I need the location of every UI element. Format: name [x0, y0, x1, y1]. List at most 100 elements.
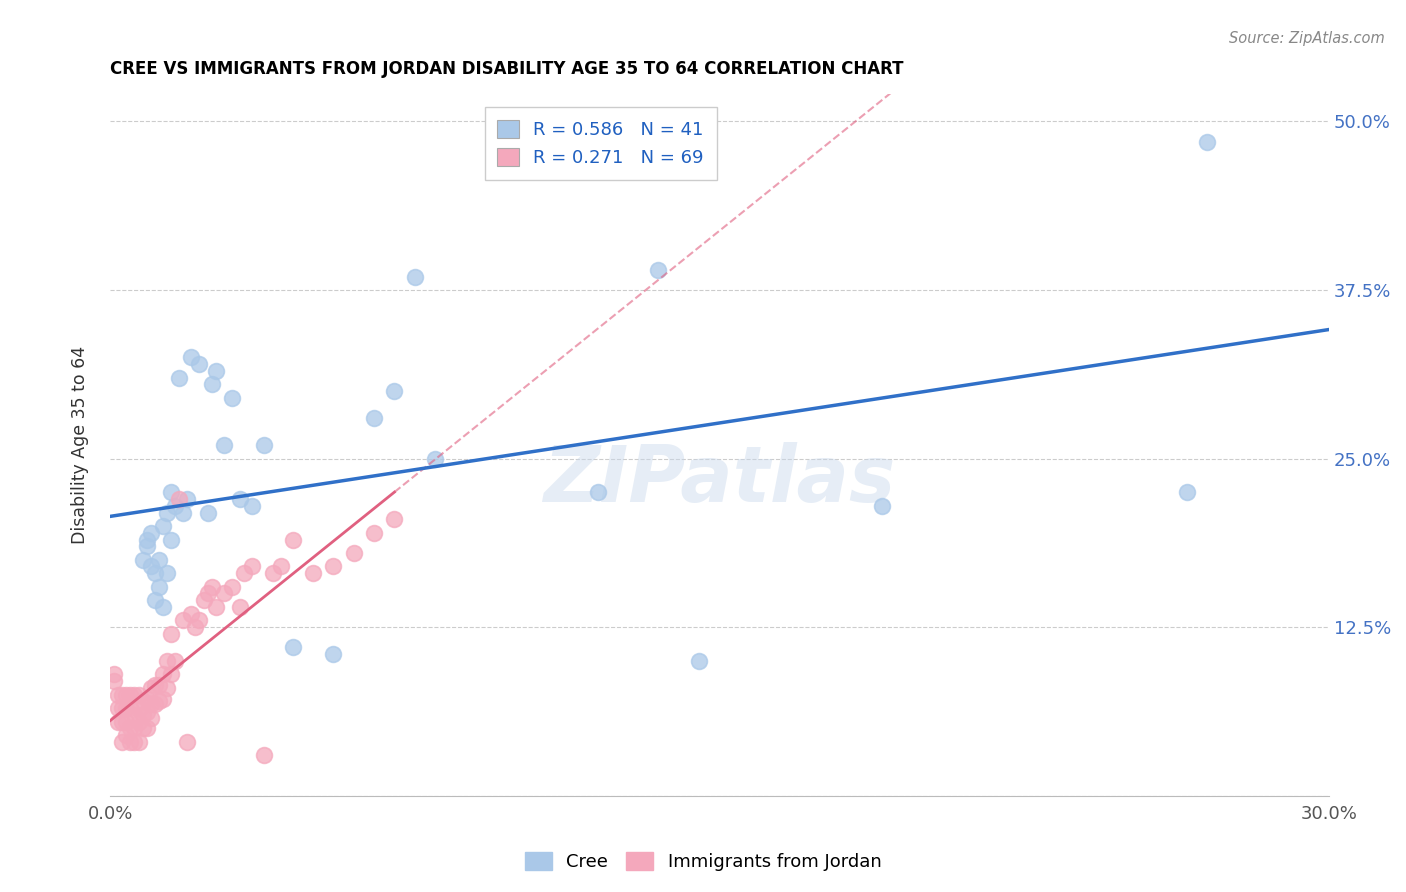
Legend: R = 0.586   N = 41, R = 0.271   N = 69: R = 0.586 N = 41, R = 0.271 N = 69 [485, 107, 717, 180]
Point [115, 714, 138, 729]
Point [233, 566, 256, 581]
Point [131, 722, 153, 736]
Point [221, 391, 243, 405]
Point [135, 705, 157, 719]
Point [143, 678, 166, 692]
Point [384, 512, 406, 526]
Text: CREE VS IMMIGRANTS FROM JORDAN DISABILITY AGE 35 TO 64 CORRELATION CHART: CREE VS IMMIGRANTS FROM JORDAN DISABILIT… [110, 60, 904, 78]
Point [212, 586, 235, 600]
Point [152, 667, 174, 681]
Point [152, 691, 174, 706]
Point [184, 620, 207, 634]
Point [221, 580, 243, 594]
Point [139, 697, 162, 711]
Point [270, 559, 292, 574]
Point [423, 451, 446, 466]
Point [148, 580, 170, 594]
Point [131, 694, 153, 708]
Y-axis label: Disability Age 35 to 64: Disability Age 35 to 64 [72, 346, 89, 544]
Point [124, 688, 146, 702]
Point [197, 506, 219, 520]
Point [384, 384, 406, 399]
Point [156, 566, 179, 581]
Point [322, 647, 344, 661]
Point [160, 667, 183, 681]
Point [124, 707, 146, 722]
Point [281, 533, 304, 547]
Point [139, 559, 162, 574]
Point [128, 714, 150, 729]
Point [152, 519, 174, 533]
Point [302, 566, 325, 581]
Point [160, 485, 183, 500]
Point [172, 506, 194, 520]
Point [143, 697, 166, 711]
Point [1175, 485, 1198, 500]
Point [115, 728, 138, 742]
Point [107, 714, 129, 729]
Point [180, 351, 202, 365]
Point [167, 370, 190, 384]
Point [165, 499, 187, 513]
Point [124, 722, 146, 736]
Point [135, 722, 157, 736]
Point [115, 701, 138, 715]
Point [160, 627, 183, 641]
Point [107, 701, 129, 715]
Point [120, 735, 142, 749]
Point [201, 377, 224, 392]
Point [115, 688, 138, 702]
Point [204, 599, 226, 614]
Legend: Cree, Immigrants from Jordan: Cree, Immigrants from Jordan [517, 845, 889, 879]
Point [120, 722, 142, 736]
Point [124, 735, 146, 749]
Point [148, 694, 170, 708]
Point [647, 262, 669, 277]
Point [156, 681, 179, 695]
Point [253, 748, 276, 763]
Point [188, 357, 211, 371]
Point [229, 491, 252, 506]
Point [201, 580, 224, 594]
Point [139, 525, 162, 540]
Point [103, 674, 125, 689]
Point [688, 654, 710, 668]
Text: Source: ZipAtlas.com: Source: ZipAtlas.com [1229, 31, 1385, 46]
Point [262, 566, 284, 581]
Point [135, 539, 157, 553]
Text: ZIPatlas: ZIPatlas [543, 442, 896, 518]
Point [165, 654, 187, 668]
Point [180, 607, 202, 621]
Point [135, 691, 157, 706]
Point [143, 593, 166, 607]
Point [240, 559, 263, 574]
Point [212, 438, 235, 452]
Point [143, 566, 166, 581]
Point [156, 654, 179, 668]
Point [111, 735, 134, 749]
Point [139, 710, 162, 724]
Point [120, 701, 142, 715]
Point [152, 599, 174, 614]
Point [148, 553, 170, 567]
Point [363, 525, 385, 540]
Point [111, 688, 134, 702]
Point [253, 438, 276, 452]
Point [240, 499, 263, 513]
Point [870, 499, 893, 513]
Point [131, 553, 153, 567]
Point [176, 491, 198, 506]
Point [111, 701, 134, 715]
Point [156, 506, 179, 520]
Point [204, 364, 226, 378]
Point [107, 688, 129, 702]
Point [120, 688, 142, 702]
Point [160, 533, 183, 547]
Point [188, 614, 211, 628]
Point [197, 586, 219, 600]
Point [128, 688, 150, 702]
Point [176, 735, 198, 749]
Point [404, 269, 426, 284]
Point [139, 681, 162, 695]
Point [229, 599, 252, 614]
